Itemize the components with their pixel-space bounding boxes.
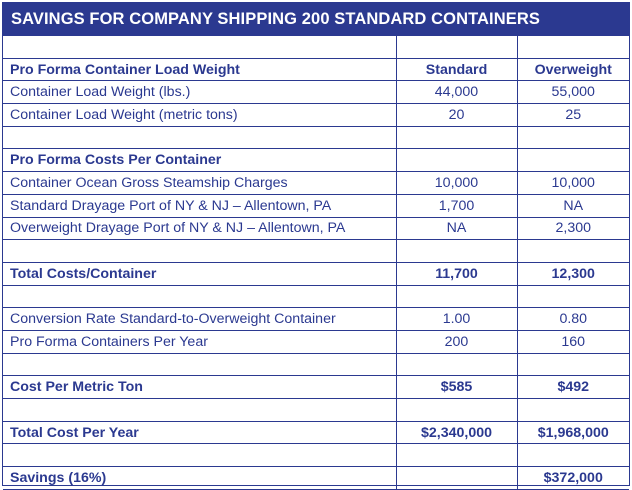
- overweight-value: $1,968,000: [516, 421, 629, 445]
- standard-value: NA: [395, 217, 517, 241]
- table-row: Standard Drayage Port of NY & NJ – Allen…: [3, 194, 629, 218]
- overweight-column-header: Overweight: [516, 58, 629, 82]
- standard-value: [395, 466, 517, 490]
- standard-value: 20: [395, 103, 517, 127]
- standard-value: [395, 36, 517, 59]
- overweight-value: [516, 285, 629, 309]
- spacer-row: [3, 353, 629, 377]
- spacer-row: [3, 239, 629, 263]
- overweight-value: [516, 36, 629, 59]
- overweight-value: [516, 126, 629, 150]
- standard-value: [395, 443, 517, 468]
- table-row: Container Load Weight (lbs.) 44,000 55,0…: [3, 80, 629, 105]
- section-header-row: Pro Forma Container Load Weight Standard…: [3, 58, 629, 82]
- overweight-value: 2,300: [516, 217, 629, 241]
- overweight-value: [516, 148, 629, 173]
- overweight-value: [516, 353, 629, 377]
- row-label: [3, 126, 396, 150]
- row-label: [3, 285, 396, 309]
- row-label: [3, 443, 396, 468]
- standard-value: $585: [395, 375, 517, 399]
- overweight-value: 160: [516, 330, 629, 354]
- table-row: Conversion Rate Standard-to-Overweight C…: [3, 307, 629, 331]
- standard-value: [395, 353, 517, 377]
- row-label: Pro Forma Containers Per Year: [3, 330, 396, 354]
- row-label: Total Costs/Container: [3, 262, 396, 286]
- section-header-row: Pro Forma Costs Per Container: [3, 148, 629, 173]
- overweight-value: 10,000: [516, 171, 629, 195]
- savings-table: Pro Forma Container Load Weight Standard…: [3, 36, 629, 490]
- row-label: Container Ocean Gross Steamship Charges: [3, 171, 396, 195]
- standard-value: 44,000: [395, 80, 517, 105]
- spacer-row: [3, 285, 629, 309]
- spacer-row: [3, 36, 629, 59]
- spacer-row: [3, 443, 629, 468]
- row-label: Container Load Weight (metric tons): [3, 103, 396, 127]
- standard-value: 1,700: [395, 194, 517, 218]
- total-costs-row: Total Costs/Container 11,700 12,300: [3, 262, 629, 286]
- spacer-row: [3, 126, 629, 150]
- cost-per-ton-row: Cost Per Metric Ton $585 $492: [3, 375, 629, 399]
- row-label: [3, 36, 396, 59]
- overweight-value: 55,000: [516, 80, 629, 105]
- row-label: [3, 353, 396, 377]
- table-row: Overweight Drayage Port of NY & NJ – All…: [3, 217, 629, 241]
- overweight-value: 12,300: [516, 262, 629, 286]
- total-cost-per-year-row: Total Cost Per Year $2,340,000 $1,968,00…: [3, 421, 629, 445]
- standard-value: [395, 285, 517, 309]
- table-row: Container Load Weight (metric tons) 20 2…: [3, 103, 629, 127]
- spacer-row: [3, 398, 629, 422]
- standard-value: 11,700: [395, 262, 517, 286]
- row-label: Conversion Rate Standard-to-Overweight C…: [3, 307, 396, 331]
- standard-value: 200: [395, 330, 517, 354]
- overweight-value: [516, 443, 629, 468]
- table-title: SAVINGS FOR COMPANY SHIPPING 200 STANDAR…: [3, 3, 629, 36]
- standard-value: [395, 126, 517, 150]
- overweight-value: [516, 398, 629, 422]
- row-label: Cost Per Metric Ton: [3, 375, 396, 399]
- standard-value: [395, 239, 517, 263]
- overweight-value: $492: [516, 375, 629, 399]
- overweight-value: $372,000: [516, 466, 629, 490]
- row-label: Savings (16%): [3, 466, 396, 490]
- savings-row: Savings (16%) $372,000: [3, 466, 629, 490]
- standard-value: 1.00: [395, 307, 517, 331]
- row-label: Container Load Weight (lbs.): [3, 80, 396, 105]
- overweight-value: 25: [516, 103, 629, 127]
- section-label: Pro Forma Container Load Weight: [3, 58, 396, 82]
- standard-value: $2,340,000: [395, 421, 517, 445]
- row-label: Overweight Drayage Port of NY & NJ – All…: [3, 217, 396, 241]
- row-label: Standard Drayage Port of NY & NJ – Allen…: [3, 194, 396, 218]
- row-label: [3, 398, 396, 422]
- table-row: Pro Forma Containers Per Year 200 160: [3, 330, 629, 354]
- overweight-value: NA: [516, 194, 629, 218]
- row-label: Total Cost Per Year: [3, 421, 396, 445]
- row-label: [3, 239, 396, 263]
- standard-value: [395, 398, 517, 422]
- table-row: Container Ocean Gross Steamship Charges …: [3, 171, 629, 195]
- overweight-value: 0.80: [516, 307, 629, 331]
- overweight-value: [516, 239, 629, 263]
- standard-column-header: Standard: [395, 58, 517, 82]
- section-label: Pro Forma Costs Per Container: [3, 148, 396, 173]
- standard-value: [395, 148, 517, 173]
- standard-value: 10,000: [395, 171, 517, 195]
